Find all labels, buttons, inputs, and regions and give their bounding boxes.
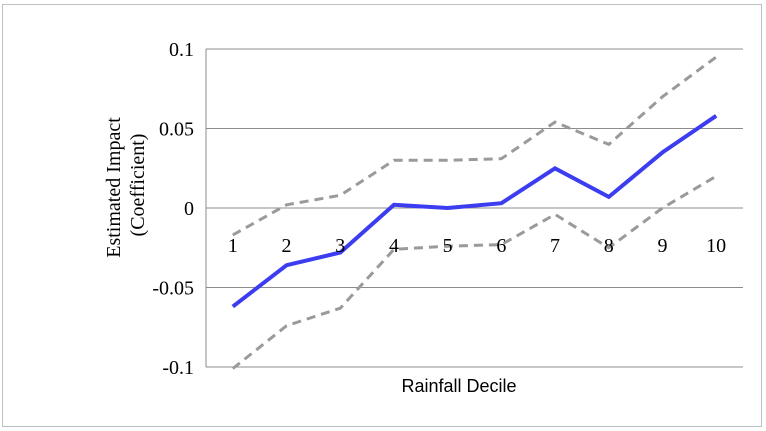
confidence-bound-line <box>231 174 717 370</box>
series-lines <box>231 55 718 370</box>
x-tick-label: 5 <box>443 235 453 257</box>
line-chart: 0.1 0.05 0 -0.05 -0.1 1 2 3 4 5 6 7 8 9 10 Estimated … <box>103 39 743 396</box>
estimate-line <box>231 114 718 309</box>
x-axis-title: Rainfall Decile <box>401 376 516 396</box>
x-tick-label: 9 <box>657 235 667 257</box>
x-tick-label: 4 <box>389 235 399 257</box>
y-tick-label: 0.05 <box>159 119 194 141</box>
chart-frame: 0.1 0.05 0 -0.05 -0.1 1 2 3 4 5 6 7 8 9 10 Estimated … <box>2 4 762 427</box>
y-tick-label: -0.1 <box>162 357 194 379</box>
y-axis-title: Estimated Impact (Coefficient) <box>103 112 149 258</box>
y-tick-label: -0.05 <box>152 278 194 300</box>
confidence-bound-line <box>232 55 718 237</box>
x-tick-label: 3 <box>335 235 345 257</box>
x-tick-label: 6 <box>496 235 506 257</box>
y-axis-title-line-1: Estimated Impact <box>103 117 125 258</box>
x-tick-label: 2 <box>282 235 292 257</box>
x-tick-labels: 1 2 3 4 5 6 7 8 9 10 <box>228 235 726 257</box>
y-tick-label: 0.1 <box>169 39 194 61</box>
x-tick-label: 10 <box>706 235 726 257</box>
x-tick-label: 1 <box>228 235 238 257</box>
y-tick-label: 0 <box>184 198 194 220</box>
x-tick-label: 8 <box>604 235 614 257</box>
gridlines <box>205 48 743 368</box>
y-axis-title-line-2: (Coefficient) <box>127 134 149 237</box>
y-tick-labels: 0.1 0.05 0 -0.05 -0.1 <box>152 39 194 379</box>
x-tick-label: 7 <box>550 235 560 257</box>
